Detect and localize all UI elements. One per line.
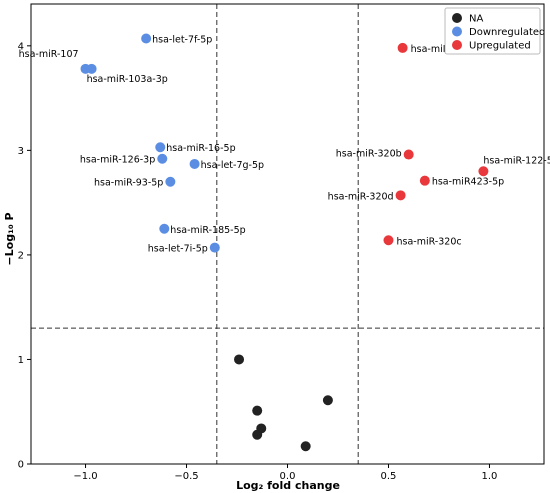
- data-point-hsa-miR-320d: [395, 190, 406, 201]
- legend-label-na: NA: [469, 14, 483, 25]
- legend-marker-downregulated: [452, 26, 462, 37]
- x-tick-label-3: 0.5: [381, 471, 397, 482]
- x-axis-label: Log₂ fold change: [236, 479, 340, 492]
- legend-label-upregulated: Upregulated: [469, 41, 531, 52]
- data-point-hsa-miR-126-3p: [157, 153, 168, 164]
- data-point-hsa-miR-320b: [403, 149, 414, 160]
- data-point-hsa-let-7i-5p: [209, 242, 220, 253]
- legend-marker-upregulated: [452, 40, 462, 50]
- data-point-hsa-let-7g-5p: [189, 158, 200, 169]
- point-label-hsa-miR-126-3p: hsa-miR-126-3p: [80, 155, 155, 166]
- data-point-na-5: [300, 441, 311, 452]
- data-point-hsa-miR-185-5p: [159, 223, 170, 234]
- point-label-hsa-miR-16-5p: hsa-miR-16-5p: [166, 143, 235, 154]
- y-tick-label-0: 0: [18, 460, 24, 471]
- point-label-hsa-let-7f-5p: hsa-let-7f-5p: [152, 35, 212, 46]
- data-point-hsa-let-7f-5p: [141, 33, 152, 44]
- x-tick-label-0: −1.0: [73, 471, 97, 482]
- y-tick-label-2: 2: [18, 250, 24, 261]
- legend-box: [444, 7, 541, 55]
- data-point-hsa-miR423-5p: [419, 175, 430, 186]
- point-label-hsa-miR-103a-3p: hsa-miR-103a-3p: [87, 74, 168, 85]
- data-point-na-4: [252, 429, 263, 440]
- x-tick-label-1: −0.5: [174, 471, 198, 482]
- point-label-hsa-miR-93-5p: hsa-miR-93-5p: [94, 178, 163, 189]
- point-label-hsa-miR423-5p: hsa-miR423-5p: [432, 177, 504, 188]
- point-label-hsa-miR-107: hsa-miR-107: [19, 49, 79, 60]
- y-axis-label: −Log₁₀ P: [3, 212, 16, 265]
- data-point-hsa-miR-122-5p: [478, 166, 489, 177]
- point-label-hsa-miR-320c: hsa-miR-320c: [396, 236, 461, 247]
- y-tick-label-3: 3: [18, 146, 24, 157]
- data-point-na-1: [322, 395, 333, 406]
- legend-label-downregulated: Downregulated: [469, 27, 545, 38]
- data-point-hsa-miR-320a-3p: [397, 42, 408, 53]
- point-label-hsa-let-7g-5p: hsa-let-7g-5p: [201, 160, 264, 171]
- plot-area: [31, 4, 544, 464]
- axes: −1.0 −0.5 0.0 0.5 1.0 0 1 2 3 4: [18, 3, 545, 482]
- point-label-hsa-miR-185-5p: hsa-miR-185-5p: [170, 225, 245, 236]
- legend: NA Downregulated Upregulated: [444, 7, 545, 55]
- data-point-na-0: [234, 354, 245, 365]
- y-tick-label-1: 1: [18, 355, 24, 366]
- point-label-hsa-let-7i-5p: hsa-let-7i-5p: [148, 244, 208, 255]
- data-point-hsa-miR-93-5p: [165, 176, 176, 187]
- data-point-na-2: [252, 405, 263, 416]
- x-tick-label-4: 1.0: [482, 471, 498, 482]
- point-label-hsa-miR-320b: hsa-miR-320b: [336, 149, 402, 160]
- data-point-hsa-miR-16-5p: [155, 142, 166, 153]
- data-point-hsa-miR-320c: [383, 235, 394, 246]
- y-tick-label-4: 4: [18, 41, 24, 52]
- point-label-hsa-miR-122-5p: hsa-miR-122-5p: [483, 155, 550, 166]
- x-tick-label-2: 0.0: [280, 471, 296, 482]
- data-point-hsa-miR-103a-3p: [86, 63, 97, 74]
- point-labels: hsa-let-7f-5p hsa-miR-107 hsa-miR-103a-3p h…: [19, 35, 550, 255]
- legend-marker-na: [452, 13, 462, 23]
- point-label-hsa-miR-320d: hsa-miR-320d: [328, 191, 394, 202]
